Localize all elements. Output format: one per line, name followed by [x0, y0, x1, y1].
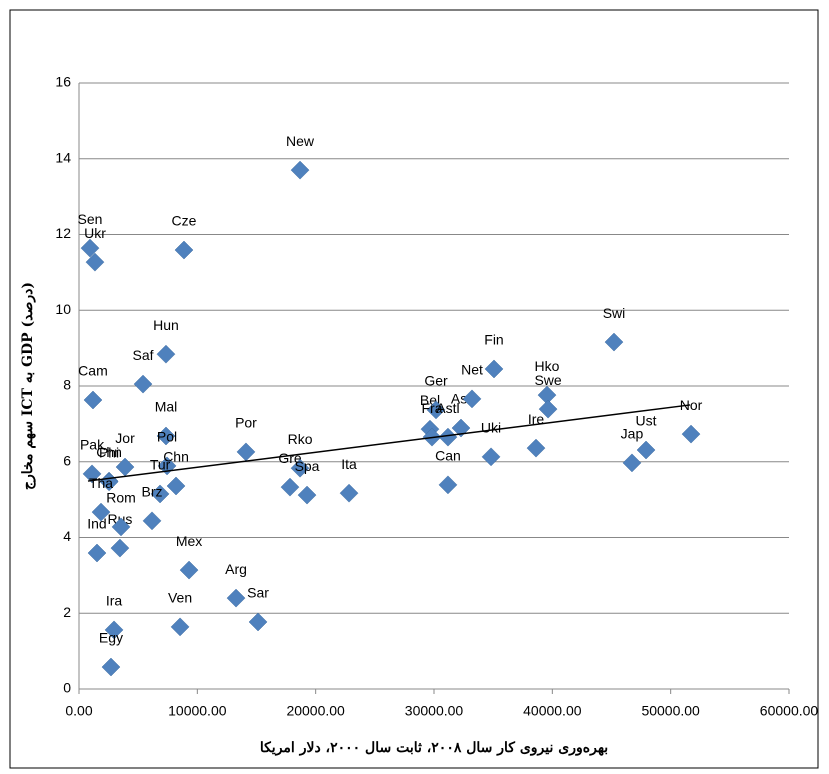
point-label: Jap: [621, 426, 644, 442]
x-tick-label: 10000.00: [168, 703, 227, 719]
point-label: Mex: [176, 533, 202, 549]
point-label: Nor: [680, 397, 703, 413]
point-label: Mal: [155, 399, 178, 415]
point-label: Fin: [484, 332, 503, 348]
point-label: Ven: [168, 590, 192, 606]
point-label: Hun: [153, 317, 179, 333]
point-label: Cam: [78, 363, 108, 379]
point-label: Rom: [106, 490, 136, 506]
point-label: Egy: [99, 630, 123, 646]
y-tick-label: 14: [55, 149, 71, 165]
y-tick-label: 6: [63, 452, 71, 468]
x-tick-label: 30000.00: [405, 703, 464, 719]
point-label: Arg: [225, 561, 247, 577]
y-tick-label: 2: [63, 604, 71, 620]
point-label: Ukr: [84, 225, 106, 241]
x-tick-label: 0.00: [65, 703, 92, 719]
point-label: New: [286, 133, 315, 149]
chart: بهره‌وری نیروی کار سال ۲۰۰۸، ثابت سال ۲۰…: [0, 0, 829, 769]
point-label: Swe: [534, 372, 561, 388]
point-label: Swi: [603, 305, 626, 321]
point-label: Spa: [295, 458, 320, 474]
point-label: Net: [461, 362, 483, 378]
point-label: Cze: [172, 213, 197, 229]
point-label: Por: [235, 415, 257, 431]
point-label: Jor: [115, 430, 135, 446]
point-label: Saf: [133, 347, 154, 363]
point-label: Can: [435, 448, 461, 464]
point-label: Brz: [142, 484, 163, 500]
point-label: Uki: [481, 420, 501, 436]
y-tick-label: 8: [63, 377, 71, 393]
x-tick-label: 20000.00: [286, 703, 345, 719]
y-tick-label: 10: [55, 301, 71, 317]
point-label: Ind: [87, 516, 106, 532]
point-label: Tha: [89, 475, 113, 491]
point-label: Pol: [157, 429, 177, 445]
chart-border: [10, 10, 818, 768]
x-tick-label: 60000.00: [760, 703, 819, 719]
point-label: Tur: [150, 457, 171, 473]
y-tick-label: 0: [63, 680, 71, 696]
x-axis-label: بهره‌وری نیروی کار سال ۲۰۰۸، ثابت سال ۲۰…: [260, 740, 608, 756]
y-tick-label: 12: [55, 225, 71, 241]
point-label: Sar: [247, 585, 269, 601]
y-tick-label: 16: [55, 74, 71, 90]
y-tick-label: 4: [63, 528, 71, 544]
point-label: Ita: [341, 456, 357, 472]
point-label: Rko: [288, 431, 313, 447]
point-label: Ira: [106, 593, 123, 609]
point-label: Phi: [99, 445, 119, 461]
point-label: Ger: [424, 373, 448, 389]
x-tick-label: 50000.00: [641, 703, 700, 719]
x-tick-label: 40000.00: [523, 703, 582, 719]
y-axis-label: سهم مخارج ICT به GDP (درصد): [20, 282, 36, 490]
